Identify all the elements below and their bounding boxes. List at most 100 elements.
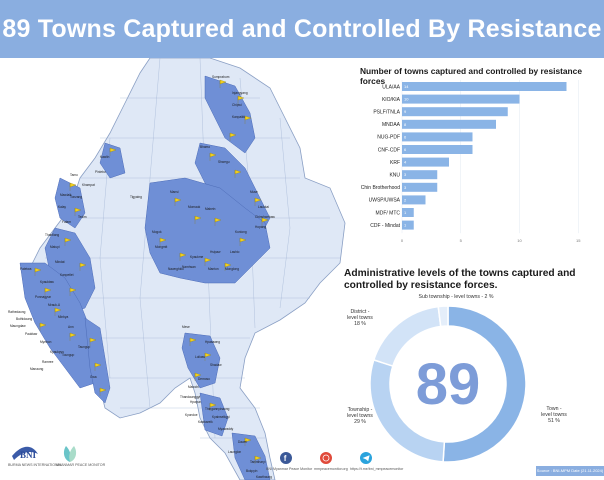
- town-label: Manaung: [30, 367, 44, 371]
- town-label: Kanpaikti: [232, 115, 245, 119]
- svg-text:BNI: BNI: [20, 450, 37, 460]
- bar-value-label: 10: [404, 97, 409, 102]
- town-label: Dawei: [238, 440, 247, 444]
- slice-label-line: Township -: [348, 407, 373, 413]
- category-label: NUG-PDF: [377, 135, 400, 141]
- town-label: Buthidaung: [16, 317, 32, 321]
- slice-percent: 18 %: [354, 321, 366, 327]
- town-label: Pinlebu: [95, 170, 106, 174]
- town-labels: Sumprabum Injangyang Chipwi Kanpaikti Bh…: [8, 75, 276, 479]
- town-label: Sumprabum: [212, 75, 230, 79]
- bar-value-label: 1: [404, 210, 407, 215]
- bar: [402, 119, 496, 129]
- town-label: Tamu: [70, 173, 78, 177]
- town-label: Khampat: [82, 183, 95, 187]
- bar: [402, 145, 473, 154]
- facebook-link-text: BNI Myanmar Peace Monitor: [266, 467, 313, 471]
- town-label: Chipwi: [232, 103, 242, 107]
- bar: [402, 132, 473, 142]
- category-label: ULA/AA: [382, 84, 400, 90]
- town-label: Tanintharyi: [250, 460, 266, 464]
- bar-value-label: 3: [404, 172, 407, 177]
- bar-value-label: 1: [404, 223, 407, 228]
- donut-chart-title: Administrative levels of the towns captu…: [344, 268, 576, 291]
- town-label: Kyainseikgyi: [212, 415, 230, 419]
- category-label: PSLF/TNLA: [373, 110, 400, 116]
- town-label: Chinshwehaw: [255, 215, 276, 219]
- source-note: Source : BNI-MPM Date (21.11.2024): [536, 466, 604, 476]
- bar-value-label: 8: [404, 122, 407, 127]
- town-label: Ann: [68, 325, 74, 329]
- town-label: Muse: [250, 190, 258, 194]
- category-label: KNU: [389, 173, 400, 179]
- town-label: Myebon: [40, 340, 52, 344]
- slice-label: Town -level towns 51 %: [541, 406, 567, 424]
- slice-label-line: District -: [350, 309, 369, 315]
- bni-org-name: BURMA NEWS INTERNATIONAL: [8, 463, 62, 467]
- town-label: Matupi: [50, 245, 60, 249]
- x-tick-label: 5: [460, 238, 463, 243]
- bni-logo: BNI BURMA NEWS INTERNATIONAL: [8, 446, 62, 467]
- telegram-link-text: https://t.me/bni_mmpeacemonitor: [350, 467, 404, 471]
- category-label: CNF-CDF: [378, 147, 400, 153]
- facebook-icon: [280, 452, 292, 464]
- town-flags: [34, 79, 269, 464]
- town-label: Pauktaw: [25, 332, 38, 336]
- town-label: Momauk: [188, 205, 201, 209]
- globe-icon: [320, 452, 332, 464]
- town-label: Thandaunggyi: [180, 395, 200, 399]
- town-label: Mawlaik: [60, 193, 72, 197]
- bar-chart-title: Number of towns captured and controlled …: [360, 66, 582, 86]
- town-label: Manton: [208, 267, 219, 271]
- title-banner: 89 Towns Captured and Controlled By Resi…: [0, 0, 604, 101]
- town-label: Falam: [62, 220, 71, 224]
- town-label: Paletwa: [20, 267, 32, 271]
- town-label: Nawnghkio: [168, 267, 184, 271]
- town-label: Toungup: [62, 353, 74, 357]
- website-link[interactable]: mmpeacemonitor.org: [314, 452, 348, 471]
- town-label: Thantlang: [45, 233, 59, 237]
- town-label: Kyaukme: [190, 255, 204, 259]
- town-label: Mawchi: [188, 385, 199, 389]
- bar: [402, 220, 414, 230]
- town-label: Mogok: [152, 230, 162, 234]
- x-tick-label: 0: [401, 238, 404, 243]
- mpm-org-name: MYANMAR PEACE MONITOR: [56, 463, 106, 467]
- facebook-link[interactable]: f BNI Myanmar Peace Monitor: [266, 452, 313, 471]
- town-label: Kyaukpyu: [50, 350, 64, 354]
- category-label: MDF/ MTC: [376, 210, 401, 216]
- telegram-link[interactable]: https://t.me/bni_mmpeacemonitor: [350, 452, 404, 471]
- town-label: Kawlin: [100, 155, 110, 159]
- town-label: Rathedaung: [8, 310, 26, 314]
- town-label: Kyondoe: [185, 413, 198, 417]
- category-label: KRF: [390, 160, 400, 166]
- town-label: Ponnagyun: [35, 295, 51, 299]
- town-label: Mongmit: [155, 245, 167, 249]
- x-tick-label: 15: [576, 238, 581, 243]
- category-label: KIO/KIA: [382, 97, 401, 103]
- bar-value-label: 6: [404, 134, 407, 139]
- category-label: UWSP/UWSA: [369, 198, 401, 204]
- bar-value-label: 3: [404, 185, 407, 190]
- slice-percent: 29 %: [354, 419, 366, 425]
- bar: [402, 82, 567, 91]
- slice-label-line: Town -: [546, 406, 562, 412]
- town-label: Bhamo: [200, 145, 210, 149]
- bar-value-label: 14: [404, 84, 409, 89]
- town-label: Hpasawng: [205, 340, 220, 344]
- category-label: CDF - Mindat: [370, 223, 400, 229]
- town-label: Gwa: [90, 375, 97, 379]
- myanmar-map: Sumprabum Injangyang Chipwi Kanpaikti Bh…: [0, 58, 350, 480]
- town-label: Shadaw: [210, 363, 222, 367]
- slice-label: Township -level towns 29 %: [347, 407, 373, 425]
- bar-value-label: 2: [404, 197, 407, 202]
- slice-label: District -level towns 18 %: [347, 309, 373, 327]
- mpm-logo: MYANMAR PEACE MONITOR: [56, 446, 106, 467]
- town-label: Kyauktaw: [40, 280, 55, 284]
- town-label: Mabein: [205, 207, 216, 211]
- town-label: Kunlong: [235, 230, 247, 234]
- bar-value-label: 9: [404, 109, 407, 114]
- town-label: Shwegu: [218, 160, 230, 164]
- town-label: Hopang: [255, 225, 266, 229]
- bar: [402, 208, 414, 217]
